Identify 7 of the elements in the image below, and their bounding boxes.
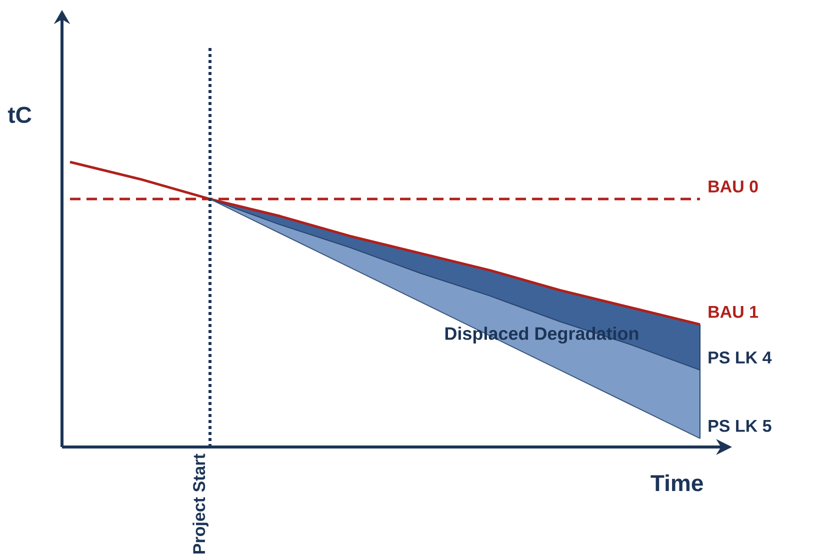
series-label: PS LK 4 <box>708 351 772 364</box>
x-axis-title: Time <box>650 474 703 492</box>
series-label: PS LK 5 <box>708 420 772 432</box>
text: Project Start <box>192 454 208 554</box>
series-label: BAU 0 <box>708 180 758 193</box>
series-label: BAU 1 <box>708 306 758 318</box>
y-axis-title: tC <box>8 106 32 124</box>
